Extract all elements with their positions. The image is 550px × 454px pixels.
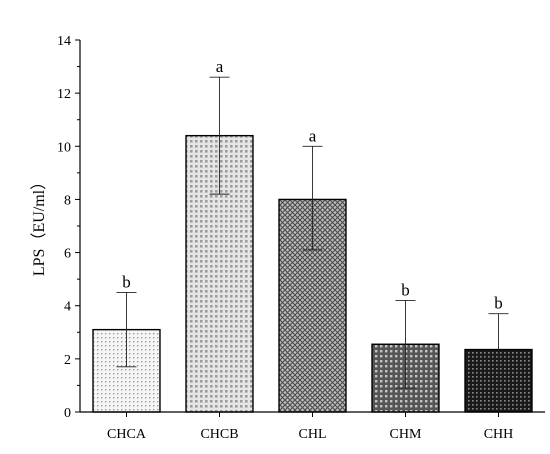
error-bars (116, 76, 509, 413)
significance-label-chl: a (309, 126, 317, 145)
significance-label-chm: b (401, 280, 410, 299)
significance-label-chh: b (494, 294, 503, 313)
significance-label-chcb: a (216, 57, 224, 76)
category-label-chm: CHM (390, 427, 422, 442)
category-label-chh: CHH (484, 427, 514, 442)
y-tick-label: 4 (64, 300, 71, 315)
bars (92, 134, 533, 413)
y-tick-label: 8 (64, 193, 71, 208)
y-tick-label: 6 (64, 247, 71, 262)
y-tick-label: 2 (64, 353, 71, 368)
y-tick-label: 12 (57, 87, 71, 102)
significance-labels: b a a b b (122, 57, 503, 312)
significance-label-chca: b (122, 272, 131, 291)
y-axis-label: LPS（EU/ml） (30, 174, 48, 276)
category-labels: CHCA CHCB CHL CHM CHH (107, 412, 513, 442)
category-label-chca: CHCA (107, 427, 147, 442)
y-tick-label: 10 (57, 140, 71, 155)
y-axis-ticks: 0 2 4 6 8 10 12 14 (57, 34, 80, 421)
y-tick-label: 14 (57, 34, 71, 49)
category-label-chcb: CHCB (200, 427, 238, 442)
category-label-chl: CHL (299, 427, 327, 442)
y-tick-label: 0 (64, 406, 71, 421)
